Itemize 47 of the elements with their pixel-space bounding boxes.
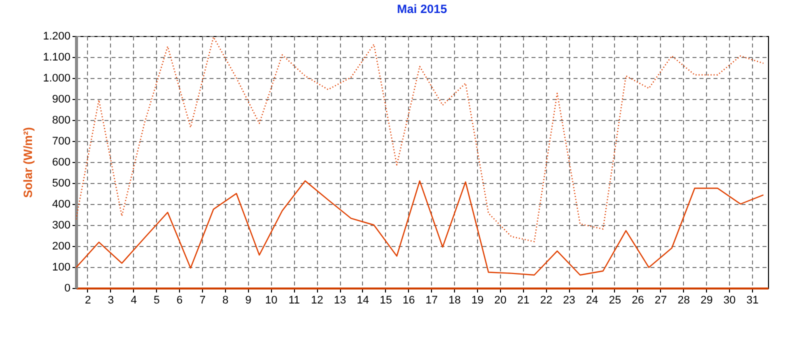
y-axis-title: Solar (W/m²) (20, 127, 35, 198)
x-tick-label: 9 (245, 294, 252, 306)
line-series (76, 180, 764, 276)
x-tick-label: 22 (540, 294, 552, 306)
y-tick-label: 700 (52, 136, 70, 148)
y-tick-label: 800 (52, 114, 70, 126)
y-tick-label: 400 (52, 198, 70, 210)
x-tick-label: 12 (310, 294, 324, 306)
x-tick-label: 24 (586, 294, 598, 306)
x-tick-label: 17 (426, 294, 438, 306)
x-tick-label: 19 (471, 294, 484, 306)
x-tick-label: 30 (723, 294, 736, 306)
y-tick-label: 1.200 (42, 30, 70, 42)
line-series (76, 36, 764, 242)
y-tick-label: 600 (52, 156, 70, 168)
x-tick-label: 10 (265, 294, 278, 306)
x-tick-label: 4 (130, 294, 137, 306)
x-tick-label: 8 (222, 294, 229, 306)
x-tick-label: 5 (154, 294, 160, 306)
y-tick-label: 500 (52, 178, 70, 190)
x-tick-label: 25 (608, 294, 622, 306)
y-tick-label: 1.100 (42, 52, 70, 64)
y-tick-label: 0 (64, 282, 70, 294)
x-tick-label: 16 (402, 294, 415, 306)
x-tick-label: 2 (84, 294, 92, 306)
x-tick-label: 15 (380, 294, 392, 306)
x-tick-label: 18 (448, 294, 461, 306)
x-tick-label: 26 (632, 294, 644, 306)
x-tick-label: 31 (746, 294, 759, 306)
x-tick-label: 21 (517, 294, 530, 306)
x-tick-label: 28 (678, 294, 690, 306)
y-tick-label: 100 (52, 262, 70, 274)
y-tick-label: 900 (52, 94, 70, 106)
x-tick-label: 23 (563, 294, 576, 306)
x-tick-label: 7 (199, 294, 206, 306)
x-tick-label: 11 (288, 294, 300, 306)
x-tick-label: 6 (176, 294, 183, 306)
x-tick-label: 29 (700, 294, 713, 306)
x-tick-label: 14 (356, 294, 370, 306)
x-tick-label: 13 (334, 294, 346, 306)
x-tick-label: 3 (108, 294, 114, 306)
y-tick-label: 200 (52, 240, 70, 252)
chart-title: Mai 2015 (396, 2, 448, 16)
y-tick-label: 300 (52, 220, 70, 232)
x-tick-label: 20 (494, 294, 507, 306)
x-tick-label: 27 (654, 294, 667, 306)
y-tick-label: 1.000 (42, 72, 70, 84)
